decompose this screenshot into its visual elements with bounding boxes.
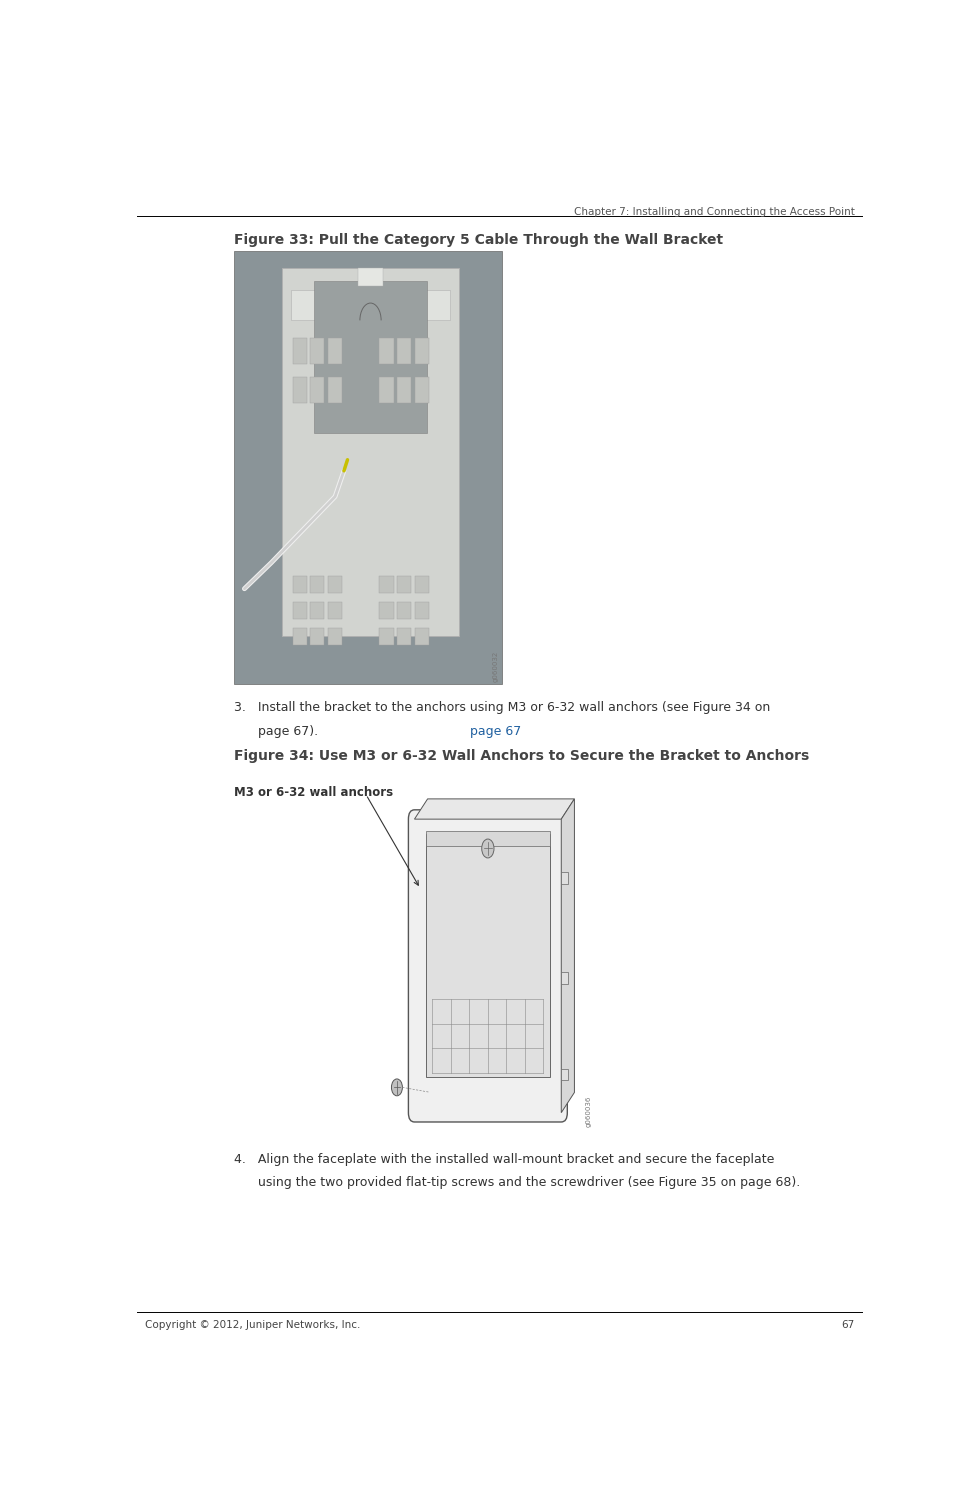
- Bar: [379, 601, 394, 620]
- Bar: [414, 601, 429, 620]
- Bar: [375, 792, 594, 1130]
- Text: M3 or 6-32 wall anchors: M3 or 6-32 wall anchors: [234, 786, 393, 799]
- Text: Figure 34: Use M3 or 6-32 Wall Anchors to Secure the Bracket to Anchors: Figure 34: Use M3 or 6-32 Wall Anchors t…: [234, 749, 809, 763]
- Bar: [292, 376, 307, 402]
- Text: g060036: g060036: [586, 1095, 592, 1127]
- Bar: [414, 576, 429, 592]
- Bar: [282, 269, 459, 636]
- Bar: [379, 627, 394, 645]
- Bar: [310, 337, 325, 364]
- Text: page 67).: page 67).: [234, 725, 318, 737]
- Bar: [397, 576, 411, 592]
- Bar: [310, 601, 325, 620]
- Bar: [328, 627, 342, 645]
- Bar: [414, 376, 429, 402]
- Bar: [426, 831, 550, 846]
- Bar: [292, 627, 307, 645]
- Bar: [426, 834, 550, 1077]
- Bar: [379, 576, 394, 592]
- Text: 3.   Install the bracket to the anchors using M3 or 6-32 wall anchors (see: 3. Install the bracket to the anchors us…: [234, 701, 692, 715]
- Text: 67: 67: [841, 1321, 855, 1330]
- Bar: [314, 281, 427, 434]
- Bar: [234, 251, 502, 684]
- Polygon shape: [562, 799, 574, 1112]
- Bar: [561, 1068, 567, 1080]
- Polygon shape: [414, 799, 574, 819]
- Bar: [310, 376, 325, 402]
- Bar: [561, 972, 567, 984]
- Bar: [328, 337, 342, 364]
- Bar: [292, 576, 307, 592]
- Bar: [397, 627, 411, 645]
- Text: using the two provided flat-tip screws and the screwdriver (see Figure 35 on pag: using the two provided flat-tip screws a…: [234, 1176, 800, 1189]
- Text: Figure 33: Pull the Category 5 Cable Through the Wall Bracket: Figure 33: Pull the Category 5 Cable Thr…: [234, 233, 722, 246]
- Bar: [328, 376, 342, 402]
- Text: Chapter 7: Installing and Connecting the Access Point: Chapter 7: Installing and Connecting the…: [574, 207, 855, 218]
- Bar: [310, 627, 325, 645]
- Bar: [397, 601, 411, 620]
- Bar: [358, 269, 383, 286]
- Text: 3.   Install the bracket to the anchors using M3 or 6-32 wall anchors (see Figur: 3. Install the bracket to the anchors us…: [234, 701, 770, 715]
- Text: g060032: g060032: [492, 650, 498, 681]
- Bar: [414, 337, 429, 364]
- Bar: [397, 376, 411, 402]
- Bar: [310, 576, 325, 592]
- Bar: [292, 601, 307, 620]
- Text: 3.   Install the bracket to the anchors using M3 or 6-32 wall anchors (see: 3. Install the bracket to the anchors us…: [234, 701, 692, 715]
- Text: Copyright © 2012, Juniper Networks, Inc.: Copyright © 2012, Juniper Networks, Inc.: [144, 1321, 360, 1330]
- Bar: [561, 872, 567, 884]
- Bar: [379, 337, 394, 364]
- Bar: [414, 627, 429, 645]
- Bar: [397, 337, 411, 364]
- Text: page 67: page 67: [470, 725, 522, 737]
- Bar: [291, 290, 450, 320]
- FancyBboxPatch shape: [409, 810, 567, 1123]
- Bar: [328, 576, 342, 592]
- Text: 3.   Install the bracket to the anchors using M3 or 6-32 wall anchors (see Figur: 3. Install the bracket to the anchors us…: [234, 701, 770, 715]
- Circle shape: [391, 1079, 403, 1095]
- Text: 4.   Align the faceplate with the installed wall-mount bracket and secure the fa: 4. Align the faceplate with the installe…: [234, 1153, 774, 1166]
- Bar: [292, 337, 307, 364]
- Bar: [328, 601, 342, 620]
- Bar: [379, 376, 394, 402]
- Circle shape: [482, 839, 494, 858]
